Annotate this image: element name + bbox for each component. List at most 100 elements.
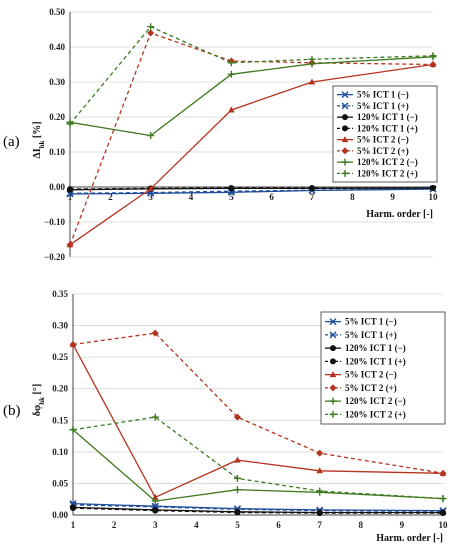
panel-b-chart: 0.00 0.05 0.10 0.15 0.20 0.25 0.30 0.35 1 2 3 4 5 6 7 8… — [3, 289, 448, 544]
data-point — [151, 413, 159, 421]
y-axis-title-main: ΔI — [32, 148, 43, 158]
legend-item: 120% ICT 2 (+) — [325, 409, 406, 419]
data-point — [151, 329, 159, 337]
x-tick-label: 6 — [269, 192, 274, 202]
x-tick-label: 10 — [439, 520, 449, 530]
data-point — [147, 23, 155, 31]
x-axis-title: Harm. order [-] — [366, 209, 433, 220]
legend-item: 5% ICT 1 (+) — [325, 330, 397, 340]
legend-marker — [329, 410, 337, 418]
legend-item: 5% ICT 1 (−) — [337, 90, 409, 100]
data-point — [308, 78, 316, 85]
x-axis-title: Harm. order [-] — [376, 533, 443, 544]
legend-marker — [341, 147, 349, 155]
y-tick-label: 0.35 — [52, 289, 68, 299]
data-point — [233, 486, 241, 494]
legend-item: 120% ICT 2 (−) — [337, 157, 418, 167]
data-point — [234, 456, 241, 463]
x-tick-label: 10 — [429, 192, 439, 202]
x-tick-label: 1 — [68, 192, 73, 202]
series-8 — [66, 23, 437, 128]
legend-label: 120% ICT 2 (−) — [345, 396, 406, 406]
legend-marker — [330, 345, 336, 352]
y-tick-label: 0.00 — [49, 182, 65, 192]
x-tick-label: 3 — [148, 192, 153, 202]
data-point — [66, 241, 74, 249]
legend-item: 120% ICT 2 (−) — [325, 396, 406, 406]
x-tick-label: 7 — [317, 520, 322, 530]
x-tick-label: 5 — [229, 192, 234, 202]
series-4 — [70, 505, 446, 517]
legend-item: 5% ICT 2 (−) — [325, 370, 397, 380]
y-tick-label: 0.05 — [52, 478, 68, 488]
data-point — [429, 61, 437, 68]
data-point — [228, 106, 235, 113]
data-point — [147, 185, 154, 192]
legend-label: 5% ICT 1 (+) — [357, 101, 409, 111]
legend-marker — [341, 169, 349, 177]
y-axis-title-subscript: hk — [38, 141, 46, 149]
legend-label: 5% ICT 2 (+) — [357, 146, 409, 156]
legend-label: 120% ICT 1 (+) — [357, 123, 418, 133]
data-point — [69, 426, 77, 434]
legend-box — [320, 311, 446, 425]
data-point — [66, 120, 74, 128]
y-tick-label: 0.10 — [49, 147, 65, 157]
legend-marker — [341, 102, 349, 110]
data-point — [147, 29, 155, 37]
legend-item: 120% ICT 1 (−) — [337, 112, 418, 122]
legend-label: 5% ICT 2 (+) — [345, 383, 397, 393]
x-tick-label: 9 — [400, 520, 405, 530]
data-point — [316, 467, 323, 474]
series-line — [72, 429, 444, 502]
legend-label: 5% ICT 1 (+) — [345, 330, 397, 340]
data-point — [316, 449, 324, 457]
legend-marker — [341, 136, 349, 143]
y-tick-label: 0.15 — [52, 415, 68, 425]
legend-label: 5% ICT 1 (−) — [345, 317, 397, 327]
legend-label: 5% ICT 2 (−) — [357, 135, 409, 145]
data-point — [227, 59, 235, 67]
y-tick-label: 0.10 — [52, 447, 68, 457]
data-point — [151, 493, 159, 500]
data-point — [429, 52, 437, 60]
legend-label: 120% ICT 1 (−) — [357, 112, 418, 122]
y-axis-title-unit: [%] — [32, 121, 43, 140]
legend-marker — [342, 114, 348, 121]
x-tick-label: 8 — [350, 192, 355, 202]
panel-label: (b) — [3, 403, 21, 419]
y-axis-title-main: δφ — [32, 405, 43, 416]
data-point — [316, 487, 324, 495]
x-tick-label: 2 — [112, 520, 117, 530]
legend-label: 5% ICT 1 (−) — [357, 90, 409, 100]
series-line — [72, 332, 444, 474]
y-axis-title: δφhk [°] — [32, 384, 46, 416]
data-point — [233, 474, 241, 482]
legend-label: 120% ICT 2 (+) — [345, 409, 406, 419]
series-7 — [69, 426, 447, 505]
data-point — [233, 413, 241, 421]
data-point — [70, 505, 76, 512]
legend-label: 120% ICT 1 (−) — [345, 343, 406, 353]
data-point — [309, 185, 315, 192]
y-tick-label: 0.30 — [52, 321, 68, 331]
series-line — [69, 25, 434, 125]
y-tick-label: −0.20 — [44, 252, 65, 262]
x-tick-label: 3 — [153, 520, 158, 530]
x-tick-label: 5 — [235, 520, 240, 530]
legend-label: 120% ICT 2 (+) — [357, 168, 418, 178]
legend-label: 120% ICT 1 (+) — [345, 356, 406, 366]
legend-item: 5% ICT 2 (−) — [337, 135, 409, 145]
series-6 — [69, 329, 447, 477]
legend-item: 5% ICT 1 (+) — [337, 101, 409, 111]
legend-item: 120% ICT 1 (+) — [325, 356, 406, 366]
y-tick-label: 0.00 — [52, 510, 68, 520]
y-tick-label: 0.20 — [52, 384, 68, 394]
data-point — [69, 341, 77, 349]
y-tick-label: 0.20 — [49, 112, 65, 122]
data-point — [152, 507, 159, 514]
panel-label: (a) — [3, 134, 20, 150]
x-tick-label: 4 — [194, 520, 199, 530]
legend-marker — [329, 384, 337, 392]
